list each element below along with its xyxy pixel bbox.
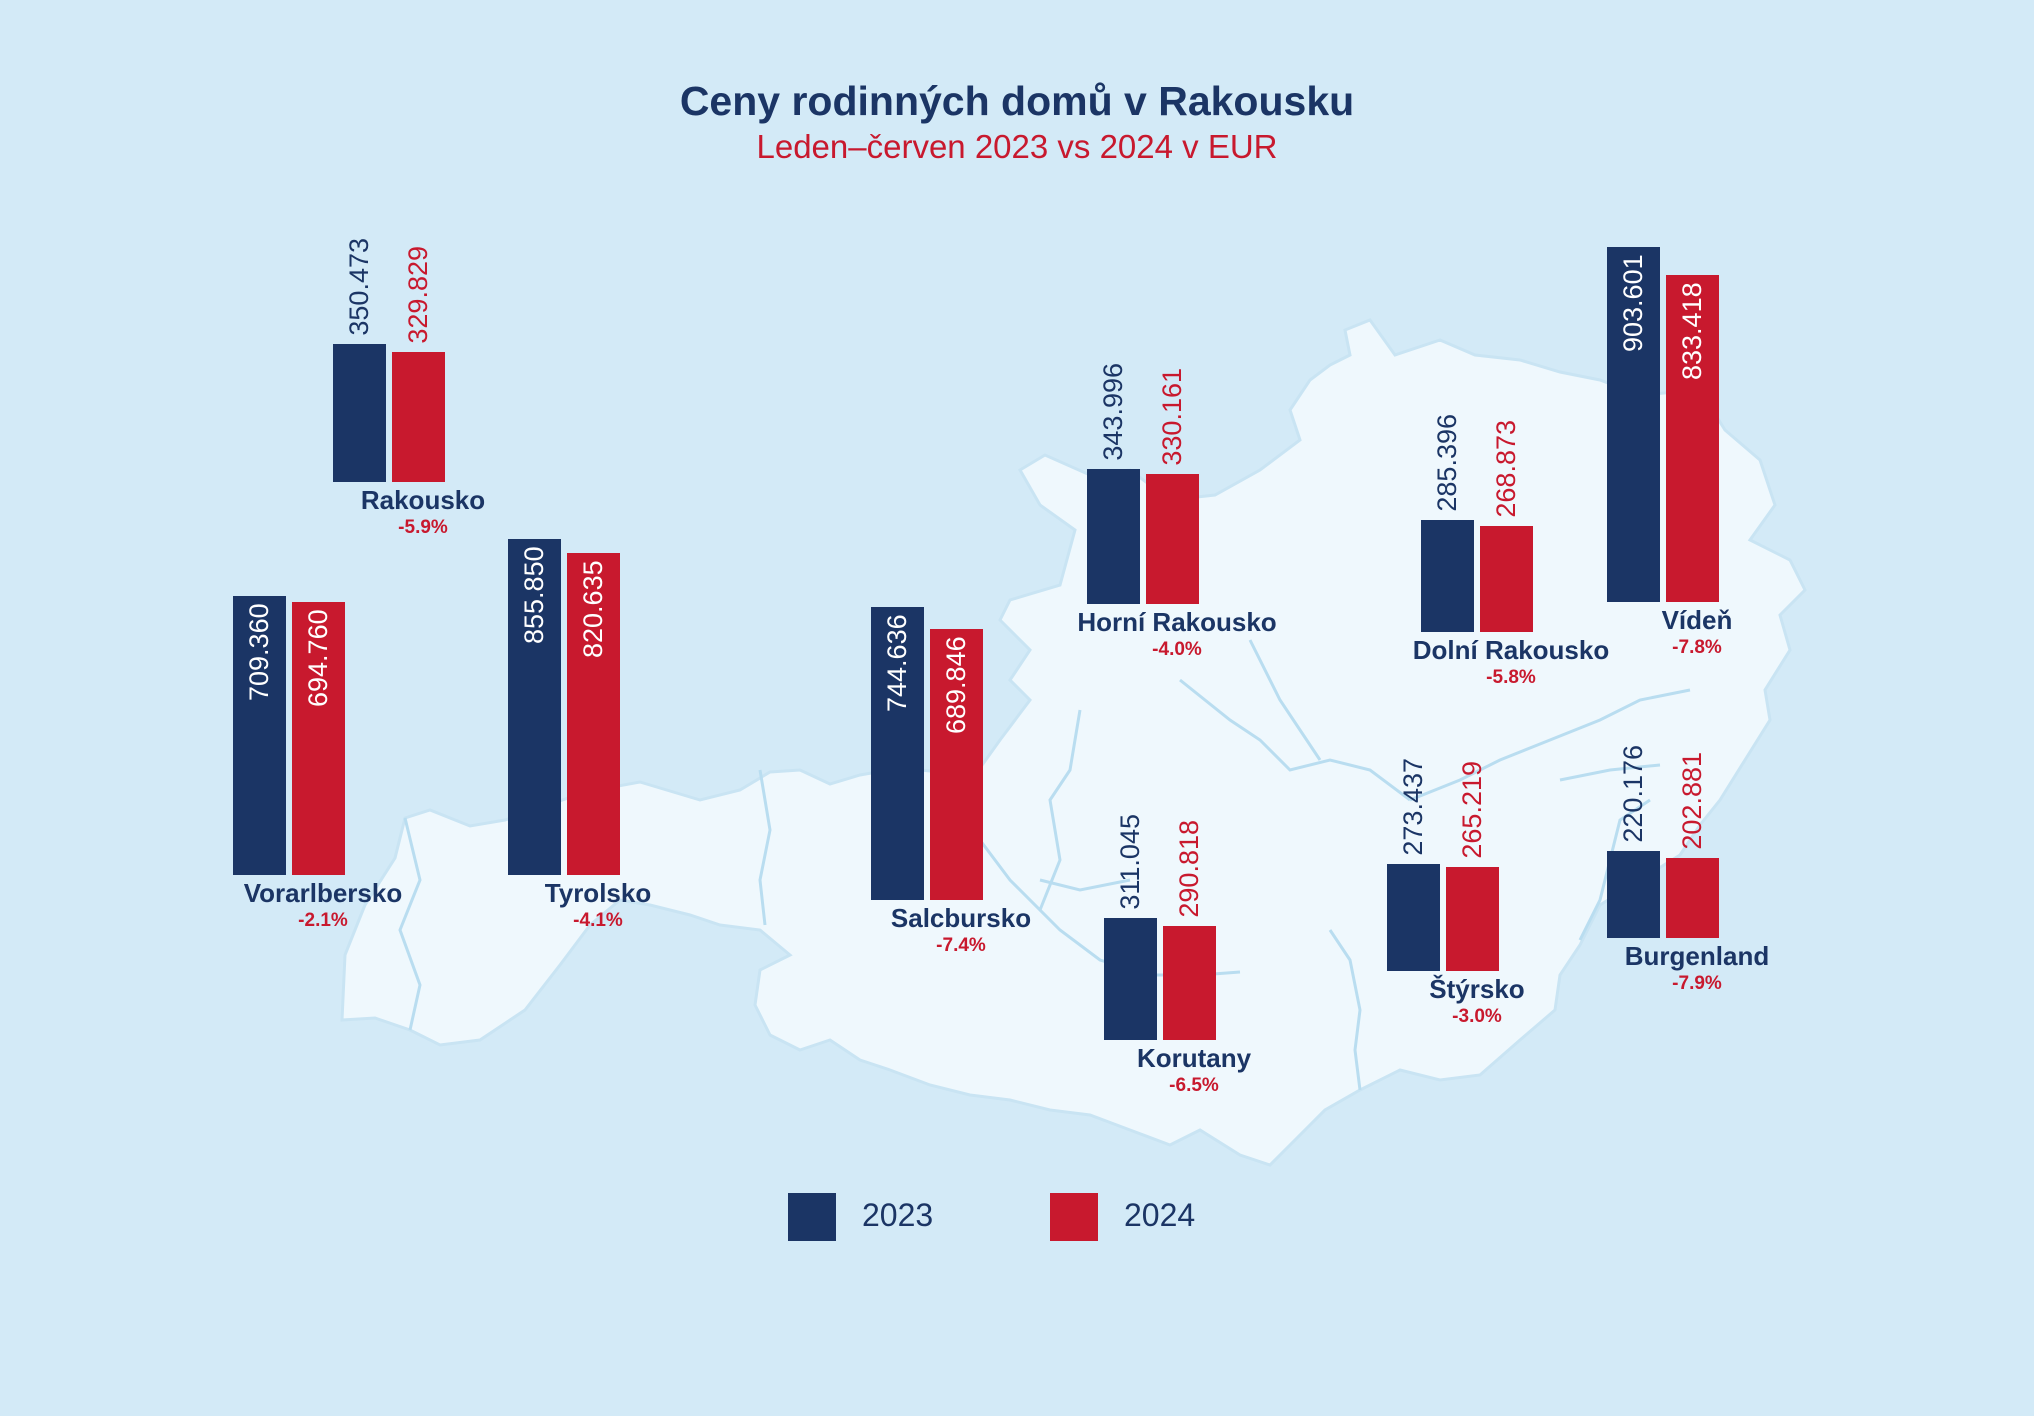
bar-viden-2023 [1607, 247, 1660, 602]
region-name-burgenland: Burgenland [1624, 941, 1770, 971]
region-change-styrsko: -3.0% [1452, 1006, 1502, 1027]
region-change-salcbursko: -7.4% [936, 935, 986, 956]
data-label-salcbursko-2024: 689.846 [941, 636, 971, 734]
region-group-viden: 903.601 833.418 Vídeň -7.8% [1607, 202, 1807, 658]
bar-horni-rakousko-2023 [1087, 469, 1140, 604]
legend-item-2024: 2024 [1050, 1193, 1250, 1241]
region-group-burgenland: 220.176 202.881 Burgenland -7.9% [1607, 538, 1807, 994]
region-name-horni-rakousko: Horní Rakousko [1077, 607, 1277, 637]
region-name-viden: Vídeň [1661, 605, 1733, 635]
bar-burgenland-2024 [1666, 858, 1719, 938]
region-change-rakousko: -5.9% [398, 517, 448, 538]
bar-dolni-rakousko-2023 [1421, 520, 1474, 632]
data-label-burgenland-2024: 202.881 [1677, 752, 1707, 850]
bar-horni-rakousko-2024 [1146, 474, 1199, 604]
region-change-korutany: -6.5% [1169, 1075, 1219, 1096]
data-label-korutany-2023: 311.045 [1115, 814, 1145, 910]
region-change-horni-rakousko: -4.0% [1152, 639, 1202, 660]
data-label-styrsko-2024: 265.219 [1457, 761, 1487, 859]
data-label-dolni-rakousko-2024: 268.873 [1491, 420, 1521, 518]
bar-styrsko-2024 [1446, 867, 1499, 971]
region-group-tyrolsko: 855.850 820.635 Tyrolsko -4.1% [508, 475, 708, 931]
data-label-viden-2024: 833.418 [1677, 282, 1707, 380]
data-label-vorarlbersko-2024: 694.760 [303, 609, 333, 707]
region-name-vorarlbersko: Vorarlbersko [243, 878, 403, 908]
chart-title: Ceny rodinných domů v Rakousku [679, 78, 1355, 124]
region-change-vorarlbersko: -2.1% [298, 910, 348, 931]
region-group-salcbursko: 744.636 689.846 Salcbursko -7.4% [871, 500, 1071, 956]
bar-burgenland-2023 [1607, 851, 1660, 938]
bar-salcbursko-2023 [871, 607, 924, 900]
data-label-salcbursko-2023: 744.636 [882, 614, 912, 712]
region-name-rakousko: Rakousko [360, 485, 486, 515]
data-label-tyrolsko-2023: 855.850 [519, 546, 549, 644]
data-label-rakousko-2023: 350.473 [344, 238, 374, 336]
bar-styrsko-2023 [1387, 864, 1440, 971]
region-name-tyrolsko: Tyrolsko [544, 878, 652, 908]
region-name-salcbursko: Salcbursko [890, 903, 1032, 933]
bar-korutany-2024 [1163, 926, 1216, 1040]
data-label-dolni-rakousko-2023: 285.396 [1432, 414, 1462, 512]
data-label-horni-rakousko-2023: 343.996 [1098, 363, 1128, 461]
region-group-rakousko: 350.473 329.829 Rakousko -5.9% [333, 82, 533, 538]
bar-korutany-2023 [1104, 918, 1157, 1040]
region-group-dolni-rakousko: 285.396 268.873 Dolní Rakousko -5.8% [1413, 232, 1621, 688]
data-label-rakousko-2024: 329.829 [403, 246, 433, 344]
legend-swatch-2024 [1050, 1193, 1098, 1241]
bar-vorarlbersko-2024 [292, 602, 345, 875]
data-label-vorarlbersko-2023: 709.360 [244, 603, 274, 701]
bar-viden-2024 [1666, 275, 1719, 602]
bar-salcbursko-2024 [930, 629, 983, 900]
region-change-burgenland: -7.9% [1672, 973, 1722, 994]
data-label-tyrolsko-2024: 820.635 [578, 560, 608, 658]
legend-swatch-2023 [788, 1193, 836, 1241]
legend-label-2023: 2023 [862, 1197, 934, 1233]
region-group-horni-rakousko: 343.996 330.161 Horní Rakousko -4.0% [1077, 204, 1287, 660]
bar-vorarlbersko-2023 [233, 596, 286, 875]
region-change-dolni-rakousko: -5.8% [1486, 667, 1536, 688]
bar-tyrolsko-2023 [508, 539, 561, 875]
region-name-styrsko: Štýrsko [1429, 974, 1525, 1004]
region-group-korutany: 311.045 290.818 Korutany -6.5% [1104, 640, 1304, 1096]
data-label-korutany-2024: 290.818 [1174, 820, 1204, 918]
data-label-horni-rakousko-2024: 330.161 [1157, 368, 1187, 466]
state-borders [398, 639, 1691, 1091]
bar-dolni-rakousko-2024 [1480, 526, 1533, 632]
legend-item-2023: 2023 [788, 1193, 988, 1241]
bar-rakousko-2024 [392, 352, 445, 482]
region-group-vorarlbersko: 709.360 694.760 Vorarlbersko -2.1% [233, 475, 433, 931]
bar-tyrolsko-2024 [567, 553, 620, 875]
region-change-tyrolsko: -4.1% [573, 910, 623, 931]
legend-label-2024: 2024 [1124, 1197, 1196, 1233]
region-group-styrsko: 273.437 265.219 Štýrsko -3.0% [1387, 571, 1587, 1027]
region-change-viden: -7.8% [1672, 637, 1722, 658]
data-label-viden-2023: 903.601 [1618, 254, 1648, 352]
data-label-burgenland-2023: 220.176 [1618, 745, 1648, 843]
region-name-korutany: Korutany [1136, 1043, 1252, 1073]
data-label-styrsko-2023: 273.437 [1398, 758, 1428, 856]
region-name-dolni-rakousko: Dolní Rakousko [1412, 635, 1610, 665]
bar-rakousko-2023 [333, 344, 386, 482]
chart-subtitle: Leden–červen 2023 vs 2024 v EUR [756, 128, 1278, 165]
